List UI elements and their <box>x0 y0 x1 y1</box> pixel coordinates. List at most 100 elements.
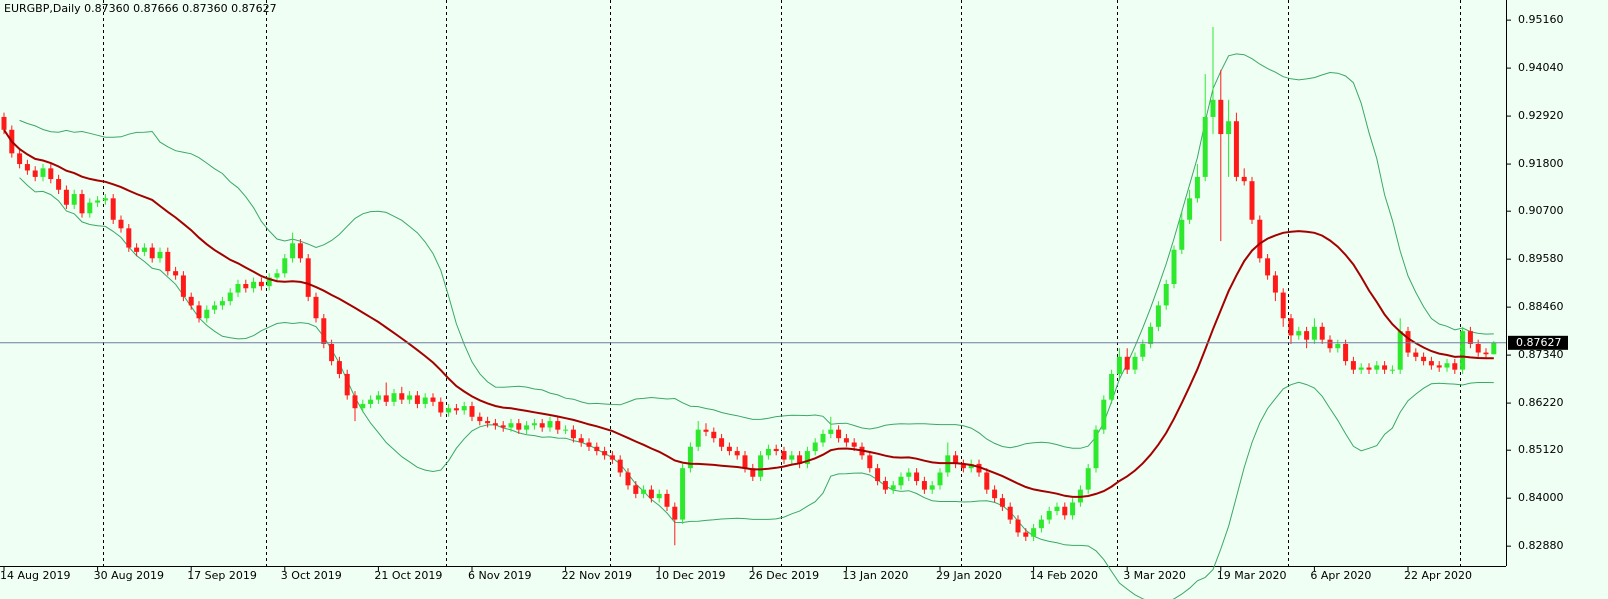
candle-body <box>1265 258 1271 276</box>
candle-body <box>134 247 140 252</box>
candle-body <box>32 170 38 177</box>
x-tick-label: 6 Nov 2019 <box>468 569 531 582</box>
candle-body <box>1452 363 1458 370</box>
candle-body <box>1109 373 1115 400</box>
candle-body <box>758 455 764 477</box>
x-tick-label: 13 Jan 2020 <box>842 569 908 582</box>
candle-body <box>336 361 342 374</box>
candle-body <box>290 243 296 259</box>
candle-body <box>914 472 920 482</box>
candle-body <box>110 198 116 220</box>
x-tick-label: 30 Aug 2019 <box>94 569 164 582</box>
candle-body <box>1241 176 1247 182</box>
candle-body <box>531 423 537 426</box>
candle-body <box>750 468 756 477</box>
candle-body <box>1358 367 1364 370</box>
candle-body <box>1015 519 1021 533</box>
candle-body <box>921 481 927 490</box>
candle-body <box>1070 502 1076 516</box>
candle-body <box>1124 356 1130 370</box>
candle-body <box>734 451 740 456</box>
candle-body <box>875 468 881 482</box>
candle-body <box>1374 365 1380 370</box>
candle-body <box>1304 331 1310 340</box>
candle-body <box>1210 99 1216 117</box>
candle-body <box>804 451 810 464</box>
candle-body <box>477 416 483 422</box>
candle-body <box>1054 506 1060 512</box>
candle-body <box>539 423 545 428</box>
candle-body <box>524 425 530 430</box>
candle-body <box>586 442 592 447</box>
candle-body <box>251 281 257 289</box>
candle-body <box>17 153 23 165</box>
candle-body <box>438 401 444 413</box>
candle-body <box>1257 219 1263 259</box>
candle-body <box>1467 331 1473 344</box>
candle-body <box>992 489 998 499</box>
candle-body <box>672 506 678 520</box>
candle-body <box>95 200 101 203</box>
candle-body <box>1288 318 1294 336</box>
candle-body <box>812 442 818 452</box>
candle-body <box>1233 121 1239 177</box>
candle-body <box>820 433 826 443</box>
candle-body <box>555 421 561 430</box>
candle-body <box>453 408 459 411</box>
candle-body <box>1140 343 1146 357</box>
candle-body <box>368 399 374 404</box>
candle-body <box>329 343 335 362</box>
candle-body <box>204 309 210 319</box>
candle-body <box>1272 275 1278 293</box>
candle-body <box>266 277 272 287</box>
candle-body <box>890 485 896 490</box>
x-tick-label: 22 Nov 2019 <box>562 569 632 582</box>
candle-body <box>321 318 327 344</box>
candle-body <box>1226 121 1232 135</box>
candle-body <box>1101 399 1107 430</box>
candle-body <box>149 247 155 259</box>
candle-body <box>235 283 241 293</box>
candle-body <box>1023 532 1029 537</box>
candle-body <box>1085 468 1091 490</box>
candle-body <box>196 305 202 319</box>
candle-body <box>1483 352 1489 355</box>
candle-body <box>399 393 405 400</box>
y-tick-label: 0.82880 <box>1518 539 1564 552</box>
y-tick-label: 0.86220 <box>1518 396 1564 409</box>
candle-body <box>71 194 77 205</box>
candle-body <box>212 305 218 310</box>
x-tick-label: 10 Dec 2019 <box>655 569 725 582</box>
candle-body <box>297 243 303 259</box>
y-tick-label: 0.91800 <box>1518 157 1564 170</box>
candle-body <box>1249 181 1255 220</box>
x-tick-label: 21 Oct 2019 <box>374 569 442 582</box>
candle-body <box>797 455 803 464</box>
candle-body <box>1038 519 1044 529</box>
last-price-label: 0.87627 <box>1516 336 1562 349</box>
candle-body <box>773 448 779 452</box>
candle-body <box>243 283 249 289</box>
candle-body <box>906 472 912 477</box>
candle-body <box>625 472 631 486</box>
bollinger-upper <box>19 53 1494 449</box>
candle-body <box>836 429 842 439</box>
candle-body <box>219 301 225 306</box>
moving-average <box>3 129 1494 498</box>
candle-body <box>641 489 647 494</box>
candle-body <box>1350 361 1356 370</box>
candle-body <box>789 455 795 460</box>
y-tick-label: 0.89580 <box>1518 252 1564 265</box>
candle-body <box>407 395 413 400</box>
candle-body <box>1382 365 1388 370</box>
y-tick-label: 0.95160 <box>1518 13 1564 26</box>
x-tick-label: 19 Mar 2020 <box>1217 569 1287 582</box>
candle-body <box>508 423 514 428</box>
x-tick-label: 29 Jan 2020 <box>936 569 1002 582</box>
bollinger-lower <box>19 177 1494 599</box>
candle-body <box>1194 176 1200 199</box>
candle-body <box>1 116 7 130</box>
x-tick-label: 6 Apr 2020 <box>1310 569 1371 582</box>
candle-body <box>56 179 62 190</box>
